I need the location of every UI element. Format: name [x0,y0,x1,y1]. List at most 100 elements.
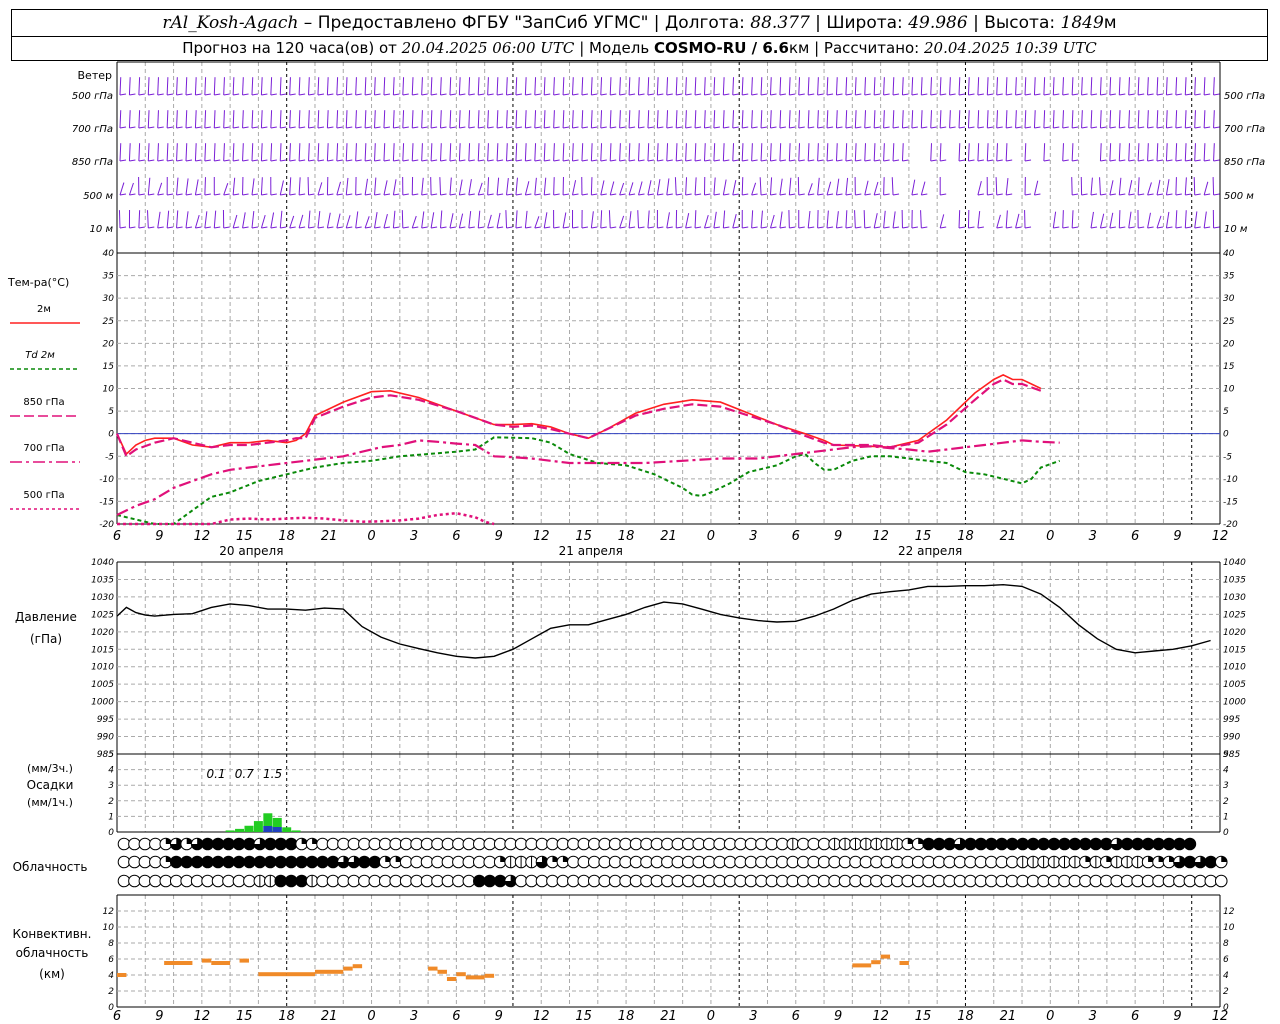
wind-barb-shaft [1128,211,1132,229]
wind-barb-base [968,126,975,129]
wind-barb-shaft [562,77,565,96]
wind-barb-base [845,126,852,129]
wind-barb-shaft [1062,210,1064,229]
wind-barb-shaft [553,143,555,162]
cloud-octa-circle [1162,874,1176,888]
hour-label-top: 18 [278,529,295,544]
wind-barb-shaft [1118,210,1121,229]
wind-barb-base [685,93,692,96]
wind-barb-base [195,126,202,129]
wind-barb-base [1147,126,1154,129]
wind-barb-shaft [364,110,367,129]
wind-barb-base [544,93,551,96]
wind-barb-shaft [864,110,867,129]
wind-barb-base [968,93,975,96]
cloud-octa-circle [452,874,465,888]
cloud-octa-mark [316,856,329,868]
cloud-octa-circle [953,874,967,888]
wind-barb-shaft [1165,110,1168,129]
wind-barb-shaft [1165,179,1170,196]
hour-label-top: 6 [452,529,460,544]
wind-barb-shaft [336,213,341,229]
wind-barb-base [883,159,890,162]
cloud-octa-circle [378,837,392,851]
wind-barb-shaft [1024,143,1027,162]
cloud-octa-circle [1100,874,1113,888]
temp-ytick-tick-left: 5 [108,407,114,417]
wind-barb-base [694,193,702,196]
wind-barb-base [204,226,211,229]
wind-barb-shaft [920,110,923,129]
header-row-station: rAl_Kosh-Agach – Предоставлено ФГБУ "Зап… [12,10,1267,37]
conv-ytick-tick-left: 2 [108,987,114,997]
cloud-octa-circle [964,855,977,869]
hour-label-bottom: 18 [957,1009,974,1024]
wind-barb-shaft [326,77,329,96]
cloud-octa-mark [191,856,203,868]
wind-barb-shaft [873,143,876,162]
cloud-octa-circle [682,837,695,851]
wind-barb-base [346,159,353,162]
wind-barb-shaft [666,77,669,96]
precip-bar-hourly [263,826,273,832]
wind-barb-shaft [515,177,518,196]
cloud-octa-circle [650,837,664,851]
wind-barb-base [506,193,513,196]
cloud-octa-circle [786,874,800,888]
cloud-octa-circle [995,855,1009,869]
wind-barb-base [478,226,485,229]
wind-barb-shaft [572,110,574,129]
wind-barb-base [195,159,202,162]
cloud-octa-circle [431,874,444,888]
wind-barb-base [789,193,796,196]
wind-barb-base [449,126,457,129]
wind-barb-base [826,193,834,196]
wind-barb-shaft [685,213,690,229]
cloud-octa-circle [922,855,935,869]
wind-barb-base [119,193,127,196]
conv-cloud-segment [437,969,447,974]
wind-barb-shaft [515,110,518,129]
wind-barb-base [713,126,721,129]
wind-barb-base [902,93,909,96]
wind-barb-shaft [600,180,605,196]
wind-barb-base [129,226,136,229]
wind-barb-base [478,126,485,129]
wind-barb-base [1185,226,1192,229]
temp-series-line [116,374,1042,456]
wind-barb-shaft [194,77,197,96]
wind-barb-base [1119,226,1126,229]
wind-barb-shaft [920,210,922,229]
date-label: 20 апреля [219,544,283,558]
wind-barb-shaft [1128,180,1133,196]
wind-barb-shaft [788,143,791,162]
cloud-octa-mark [1184,856,1196,868]
wind-barb-shaft [1156,110,1159,129]
wind-barb-shaft [279,180,284,196]
wind-barb-shaft [1147,143,1149,162]
wind-barb-base [713,159,721,162]
cloud-octa-circle [723,837,737,851]
conv-cloud-segment [239,958,249,963]
cloud-octa-circle [326,837,340,851]
wind-barb-base [666,126,673,129]
wind-barb-base [431,226,438,229]
wind-barb-shaft [713,143,716,162]
cloud-octa-circle [859,855,873,869]
conv-cloud-segment [484,973,495,978]
cloud-octa-mark [1079,838,1092,850]
hour-label-bottom: 9 [155,1009,163,1024]
wind-barb-base [374,193,381,196]
wind-barb-shaft [666,178,670,196]
wind-barb-shaft [1184,210,1187,229]
wind-barb-base [506,93,513,96]
cloud-octa-circle [776,855,789,869]
wind-barb-shaft [232,214,238,229]
hour-label-bottom: 6 [113,1009,121,1024]
wind-barb-base [478,159,485,162]
cloud-octa-mark [243,838,256,850]
wind-barb-base [1043,126,1050,129]
precip-amount-label: 0.1 [206,767,225,781]
wind-barb-base [1185,159,1192,162]
wind-barb-shaft [751,77,753,96]
